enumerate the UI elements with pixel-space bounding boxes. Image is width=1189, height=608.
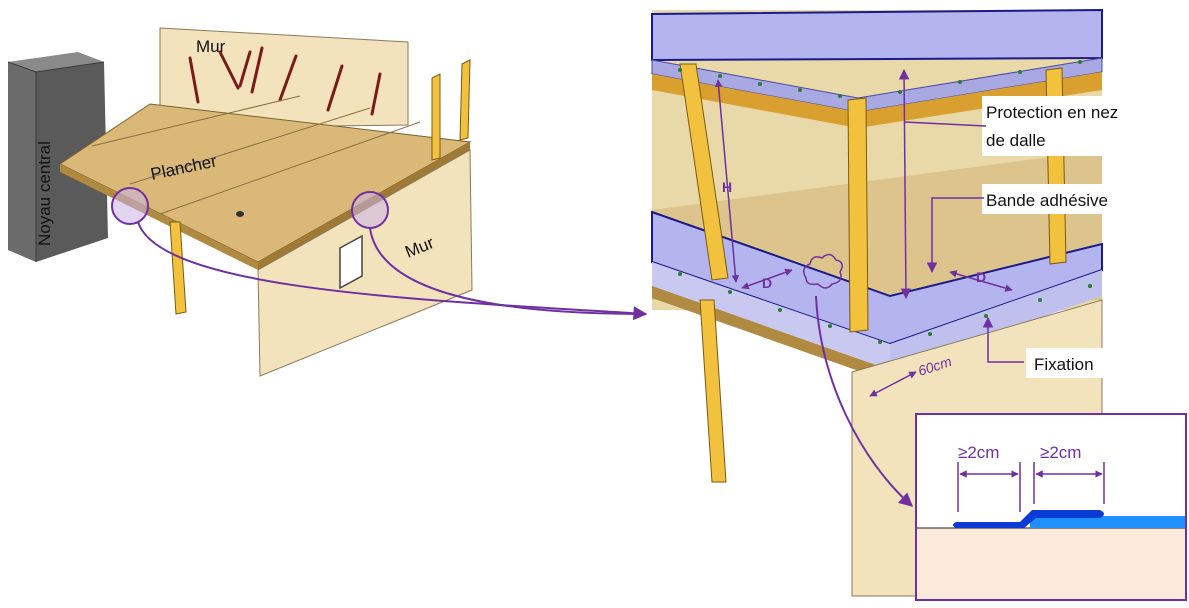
connector-line-right bbox=[369, 227, 647, 315]
connector-to-detail bbox=[815, 295, 914, 507]
label-fixing: Fixation bbox=[1034, 355, 1094, 374]
label-distance-right: D bbox=[976, 269, 986, 285]
distance-dimension-left bbox=[741, 268, 793, 290]
overlap-detail-box: ≥2cm ≥2cm bbox=[915, 413, 1187, 601]
fixing-dots bbox=[678, 60, 1092, 344]
front-wall bbox=[257, 149, 473, 377]
callout-slab-edge-protection: Protection en nez de dalle bbox=[903, 96, 1142, 156]
label-distance-left: D bbox=[762, 275, 772, 291]
label-overlap-right: ≥2cm bbox=[1040, 443, 1081, 462]
column-under-slab bbox=[169, 221, 187, 315]
label-height: H bbox=[722, 179, 732, 195]
slab-edge-arrow bbox=[898, 68, 912, 300]
label-overlap-left: ≥2cm bbox=[958, 443, 999, 462]
highlight-circle-left bbox=[111, 187, 149, 225]
label-adhesive-strip: Bande adhésive bbox=[986, 191, 1108, 210]
adhesive-strip-marker bbox=[803, 253, 843, 289]
tape-lower-layer bbox=[1030, 516, 1185, 528]
highlight-circle-right bbox=[351, 191, 389, 229]
callout-adhesive-strip: Bande adhésive bbox=[926, 184, 1152, 274]
height-dimension-line bbox=[714, 79, 740, 283]
tape-upper-layer bbox=[953, 510, 1104, 528]
distance-dimension-right bbox=[949, 270, 1013, 292]
label-core: Noyau central bbox=[35, 141, 54, 246]
label-slab-edge-protection-1: Protection en nez bbox=[986, 103, 1118, 122]
columns-right bbox=[431, 59, 471, 161]
label-back-wall: Mur bbox=[196, 37, 226, 56]
callout-fixing: Fixation bbox=[982, 316, 1126, 378]
bracing-struts bbox=[188, 46, 382, 116]
connector-arrow-left bbox=[137, 221, 648, 321]
central-core bbox=[7, 52, 108, 262]
overview-illustration: Noyau central Mur Plancher Mur bbox=[7, 27, 648, 377]
label-slab-edge-protection-2: de dalle bbox=[986, 131, 1046, 150]
spacing-dimension bbox=[869, 371, 917, 397]
